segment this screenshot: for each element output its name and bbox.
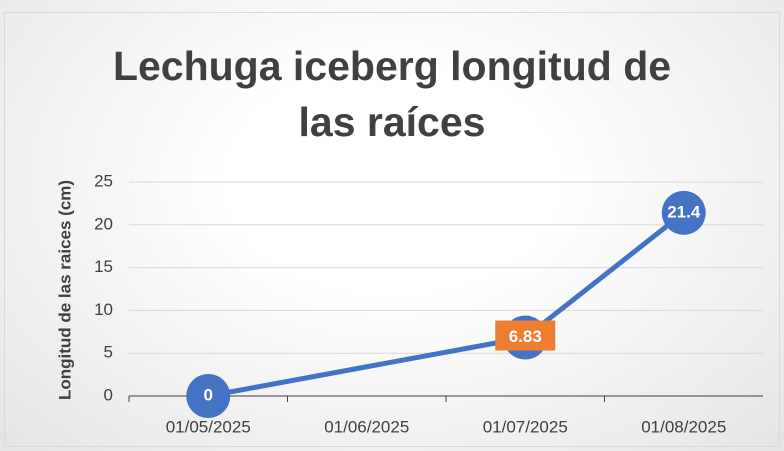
chart-title: Lechuga iceberg longitud de las raíces	[112, 43, 672, 145]
data-label-box	[495, 320, 556, 351]
line	[207, 210, 686, 399]
y-tick-label: 20	[94, 214, 113, 233]
y-tick-label: 0	[104, 385, 113, 404]
x-tick-label: 01/08/2025	[641, 417, 726, 436]
x-tick-label: 01/06/2025	[324, 417, 409, 436]
marker	[661, 190, 706, 235]
y-tick-label: 25	[94, 171, 113, 190]
y-tick-label: 10	[94, 300, 113, 319]
y-axis-label: Longitud de las raices (cm)	[55, 180, 74, 400]
y-tick-label: 5	[104, 343, 113, 362]
data-label: 21.4	[667, 202, 701, 221]
x-tick-label: 01/07/2025	[483, 417, 568, 436]
data-label: 0	[204, 385, 213, 404]
x-tick-label: 01/05/2025	[166, 417, 251, 436]
data-label: 6.83	[509, 327, 542, 346]
chart-border	[4, 12, 780, 447]
marker	[186, 374, 231, 418]
y-tick-label: 15	[94, 257, 113, 276]
